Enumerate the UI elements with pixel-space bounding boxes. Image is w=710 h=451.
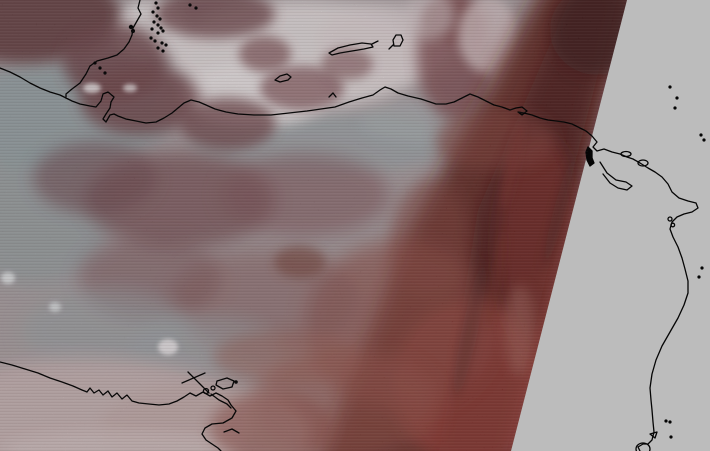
- coastline-mainland: [65, 0, 699, 451]
- island-dot: [156, 31, 160, 35]
- island-dot: [668, 85, 672, 89]
- island-dot: [98, 66, 102, 70]
- island-dot: [234, 380, 238, 384]
- island-dot: [128, 24, 134, 30]
- island-dot: [154, 1, 158, 5]
- island-dot: [675, 96, 679, 100]
- island-dot: [151, 10, 155, 14]
- no-data-region: [511, 0, 710, 451]
- island-long: [328, 42, 374, 56]
- island-oval: [388, 34, 404, 50]
- lagoon-pond-b: [210, 385, 216, 391]
- pond-east-b: [670, 222, 676, 228]
- island-dot: [93, 61, 97, 65]
- lagoon-channel-b: [187, 371, 210, 394]
- island-dot: [697, 275, 701, 279]
- island-dot: [158, 17, 162, 21]
- island-dot: [155, 14, 159, 18]
- island-loop-a: [620, 150, 632, 158]
- island-dot: [673, 106, 677, 110]
- coast-barb: [223, 428, 240, 434]
- island-dot: [188, 3, 192, 7]
- island-dot: [194, 6, 198, 10]
- island-dot: [161, 29, 165, 33]
- island-dot: [669, 435, 673, 439]
- island-small-west: [274, 73, 292, 83]
- coastline-araya-south: [599, 161, 633, 191]
- island-dot: [159, 26, 163, 30]
- island-dot: [164, 43, 168, 47]
- island-dot: [131, 29, 135, 33]
- lagoon-east-shape: [215, 377, 235, 390]
- island-dot: [161, 49, 165, 53]
- island-loop-b: [637, 159, 649, 167]
- island-dot: [156, 6, 160, 10]
- island-dot: [699, 133, 703, 137]
- coast-triangle-mark: [649, 431, 658, 439]
- island-dot: [702, 138, 706, 142]
- coastline-lagoon: [0, 361, 237, 451]
- island-dot: [103, 71, 107, 75]
- island-dot: [668, 420, 672, 424]
- island-dot: [150, 27, 154, 31]
- island-dot: [152, 20, 156, 24]
- island-dot: [156, 23, 160, 27]
- island-dot: [156, 46, 160, 50]
- coast-tick: [328, 92, 337, 98]
- pond-east-a: [667, 216, 673, 222]
- bottom-loop: [635, 442, 651, 451]
- island-dot: [153, 39, 157, 43]
- island-long-tip: [371, 40, 379, 45]
- island-narrow-filled: [585, 146, 595, 167]
- island-dot: [700, 266, 704, 270]
- lagoon-link: [210, 393, 232, 409]
- island-dot: [160, 41, 164, 45]
- island-dot: [664, 419, 668, 423]
- lagoon-pond-a: [202, 387, 210, 395]
- coastline-west-arm: [0, 67, 67, 99]
- island-dot: [149, 36, 153, 40]
